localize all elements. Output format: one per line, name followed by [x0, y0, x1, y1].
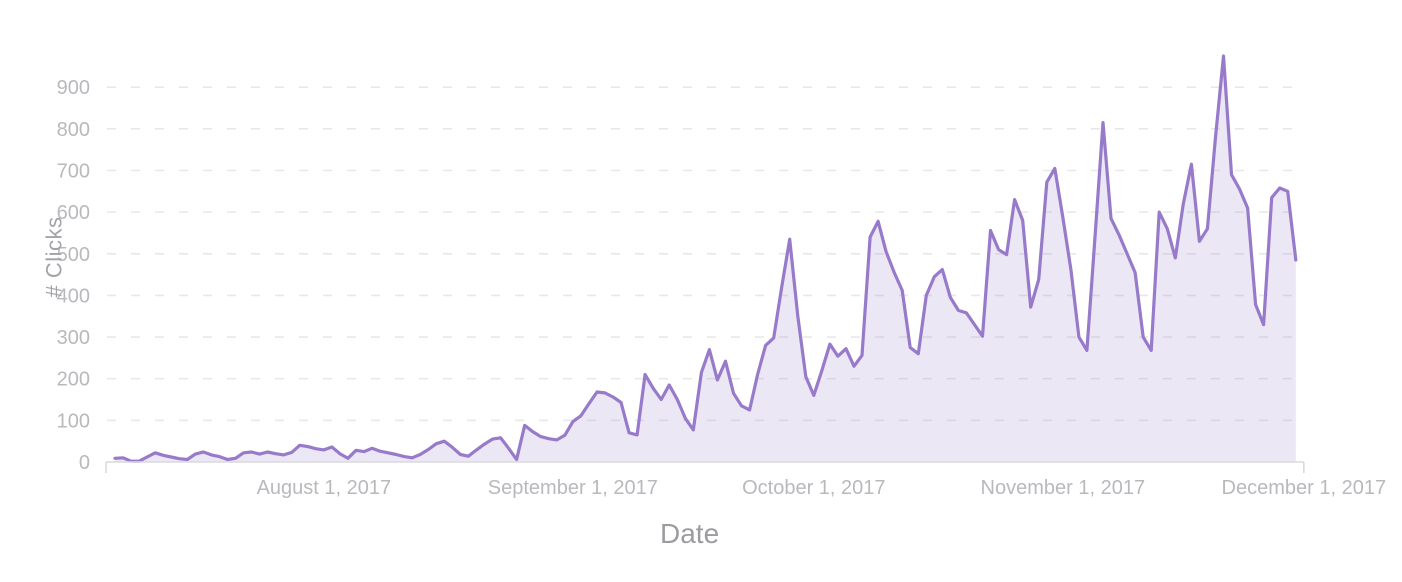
y-axis-title: # Clicks — [41, 216, 67, 298]
y-tick-label: 500 — [57, 244, 90, 266]
area-series — [115, 56, 1296, 462]
x-tick-label: August 1, 2017 — [257, 477, 392, 499]
x-tick-label: September 1, 2017 — [488, 477, 658, 499]
x-tick-label: December 1, 2017 — [1222, 477, 1387, 499]
line-series — [113, 54, 1298, 463]
y-tick-label: 300 — [57, 327, 90, 349]
y-tick-label: 0 — [79, 452, 90, 474]
y-tick-label: 100 — [57, 410, 90, 432]
y-tick-label: 600 — [57, 202, 90, 224]
x-tick-label: October 1, 2017 — [742, 477, 885, 499]
y-tick-label: 700 — [57, 160, 90, 182]
x-axis-title: Date — [660, 518, 720, 549]
x-tick-label: November 1, 2017 — [981, 477, 1146, 499]
y-tick-label: 800 — [57, 119, 90, 141]
y-tick-label: 400 — [57, 285, 90, 307]
y-tick-label: 900 — [57, 77, 90, 99]
y-tick-label: 200 — [57, 369, 90, 391]
